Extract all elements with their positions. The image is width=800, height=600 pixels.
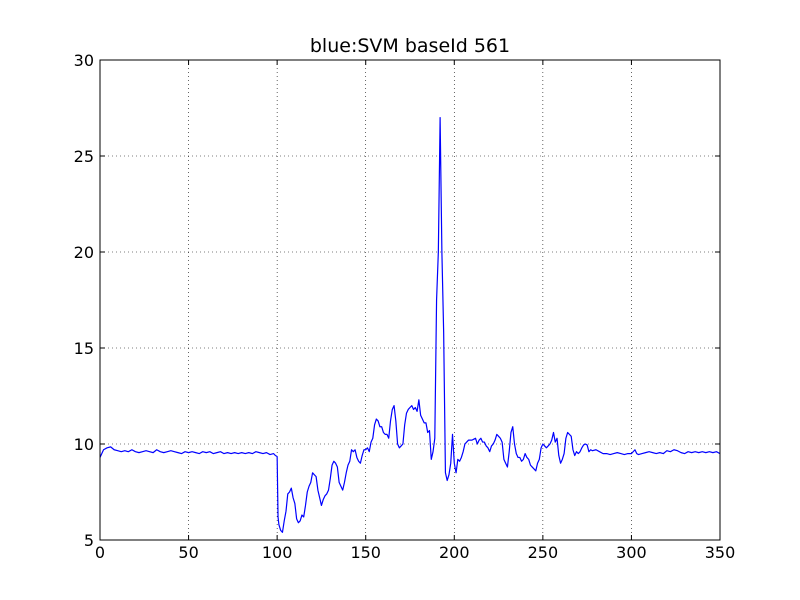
y-tick-label: 20 <box>74 243 94 262</box>
axes-frame <box>99 59 721 541</box>
x-tick-label: 0 <box>95 543 105 562</box>
series-line <box>99 116 721 533</box>
x-tick-label: 350 <box>705 543 736 562</box>
x-tick-label: 250 <box>528 543 559 562</box>
plot-area <box>99 116 721 533</box>
y-tick-label: 10 <box>74 435 94 454</box>
y-tick-label: 25 <box>74 147 94 166</box>
grid <box>100 60 720 540</box>
y-tick-label: 15 <box>74 339 94 358</box>
x-tick-label: 200 <box>439 543 470 562</box>
axis-ticks: 0 50 100 150 200 250 300 350 5 10 15 20 25 30 <box>74 51 736 562</box>
x-tick-label: 50 <box>178 543 198 562</box>
x-tick-label: 150 <box>350 543 381 562</box>
chart-title: blue:SVM baseId 561 <box>310 35 510 57</box>
y-tick-label: 5 <box>84 531 94 550</box>
y-tick-label: 30 <box>74 51 94 70</box>
x-tick-label: 100 <box>262 543 293 562</box>
x-tick-label: 300 <box>616 543 647 562</box>
